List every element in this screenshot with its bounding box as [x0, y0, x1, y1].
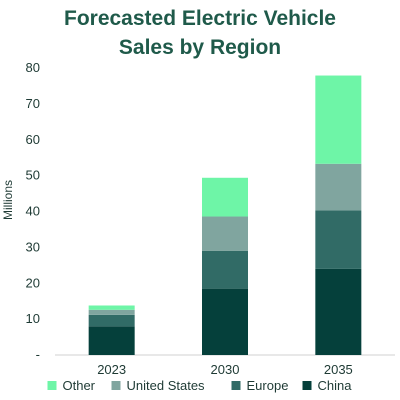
x-axis: 2023 2030 2035 — [97, 362, 353, 377]
y-tick-label-0: - — [36, 347, 40, 362]
legend-label-united-states: United States — [127, 378, 206, 393]
legend-swatch-united-states — [111, 381, 121, 390]
y-axis-title: Millions — [1, 180, 15, 220]
legend-label-europe: Europe — [247, 378, 289, 393]
bar-2030-europe — [202, 250, 248, 289]
bar-2035-united-states — [315, 163, 362, 211]
y-tick-label-50: 50 — [26, 168, 40, 183]
bar-2030-china — [202, 288, 248, 355]
bar-2030-other — [202, 177, 248, 217]
y-tick-label-10: 10 — [26, 311, 40, 326]
x-tick-label-2023: 2023 — [97, 362, 126, 377]
legend-swatch-europe — [231, 381, 241, 390]
y-tick-label-20: 20 — [26, 275, 40, 290]
chart-title: Forecasted Electric Vehicle Sales by Reg… — [0, 4, 400, 62]
bar-2023-other — [88, 305, 135, 310]
legend-label-china: China — [318, 378, 353, 393]
y-tick-label-70: 70 — [26, 96, 40, 111]
y-tick-label-80: 80 — [26, 60, 40, 75]
bar-2023-united-states — [88, 309, 135, 315]
bar-2035-europe — [315, 210, 362, 269]
chart-title-line-2: Sales by Region — [118, 36, 282, 59]
bar-2023-china — [88, 326, 135, 355]
bar-2023-europe — [88, 314, 135, 327]
chart-title-line-1: Forecasted Electric Vehicle — [64, 7, 336, 30]
x-tick-label-2030: 2030 — [211, 362, 240, 377]
x-tick-label-2035: 2035 — [324, 362, 353, 377]
y-tick-label-30: 30 — [26, 239, 40, 254]
legend: Other United States Europe China — [47, 378, 353, 393]
legend-swatch-china — [302, 381, 312, 390]
bars — [88, 75, 362, 355]
y-tick-label-60: 60 — [26, 132, 40, 147]
legend-label-other: Other — [63, 378, 96, 393]
legend-swatch-other — [47, 381, 57, 390]
y-tick-label-40: 40 — [26, 204, 40, 219]
bar-2035-china — [315, 268, 362, 355]
bar-2035-other — [315, 75, 362, 164]
bar-2030-united-states — [202, 216, 248, 251]
y-axis: - 10 20 30 40 50 60 70 80 — [26, 60, 40, 362]
